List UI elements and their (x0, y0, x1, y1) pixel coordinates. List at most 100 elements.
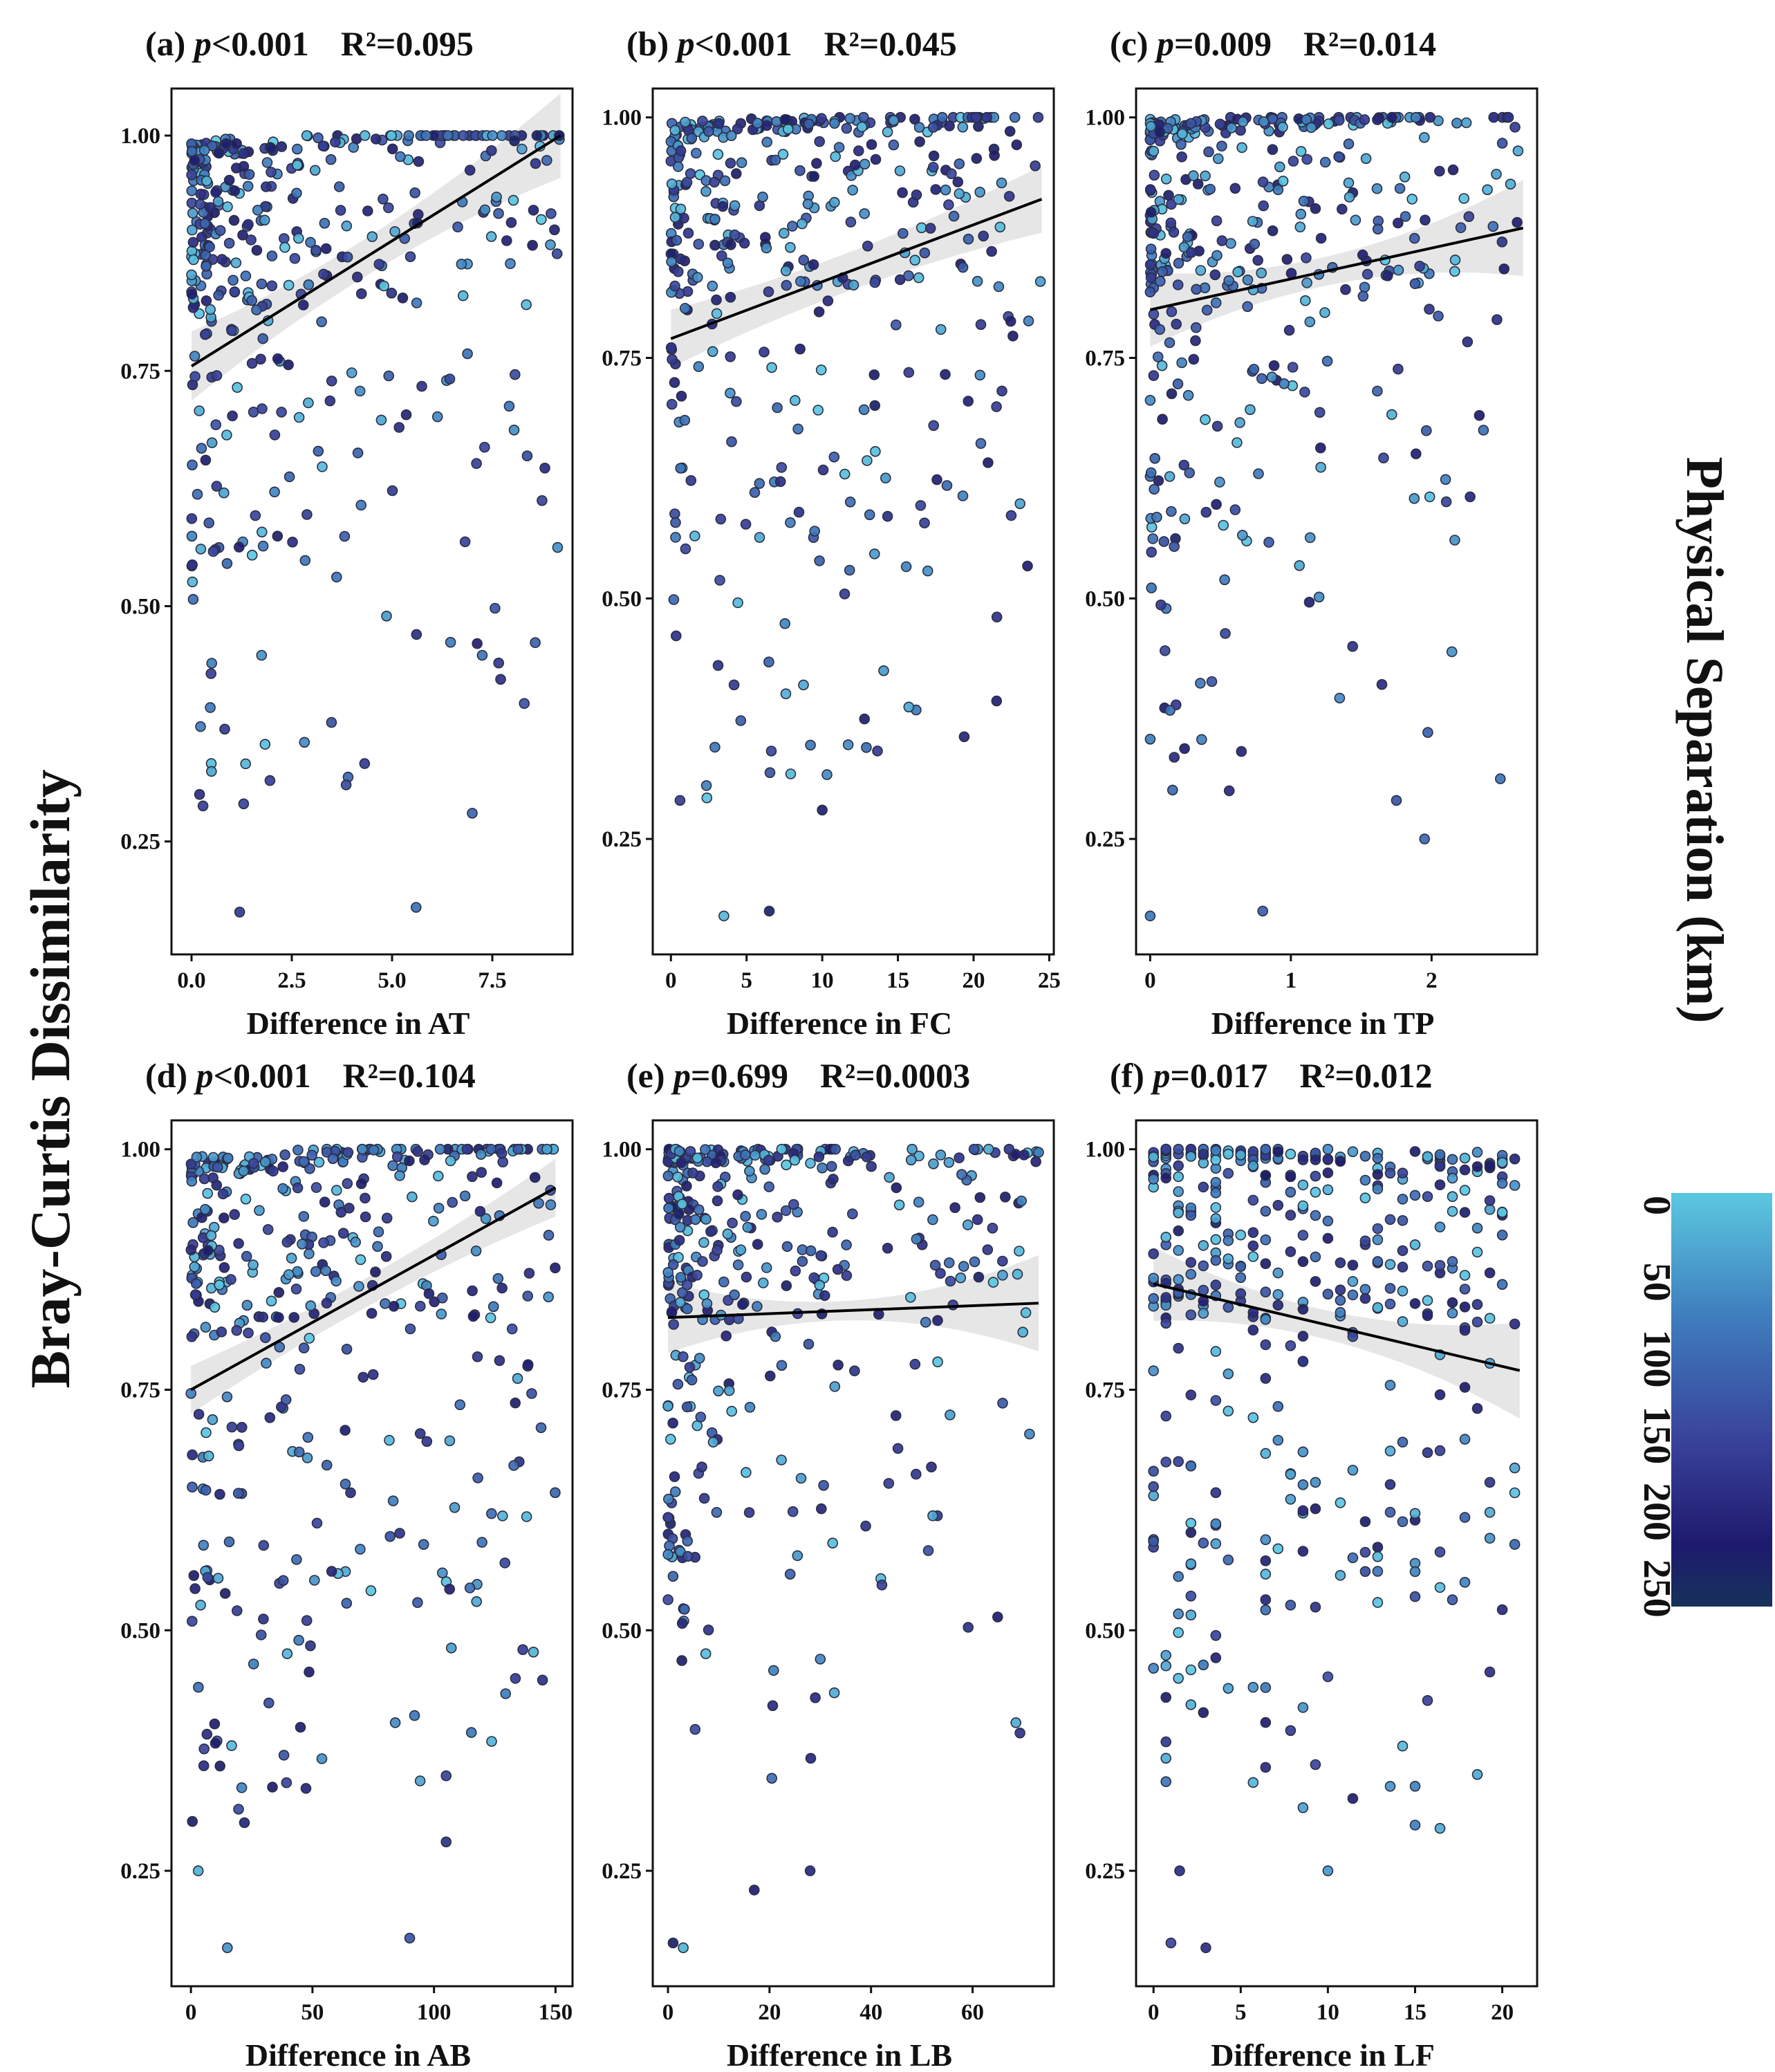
panel-c-point (1144, 184, 1156, 195)
panel-d-point (259, 1332, 271, 1343)
panel-d-point (301, 1615, 313, 1626)
panel-a-point (487, 130, 499, 141)
panel-c-point (1449, 266, 1460, 277)
panel-b-point (792, 423, 803, 435)
panel-e-point (729, 1289, 740, 1301)
panel-d-point (405, 1323, 416, 1335)
panel-a-point (189, 371, 201, 382)
panel-c-point (1178, 459, 1190, 471)
panel-c-point (1166, 306, 1178, 317)
panel-f-point (1310, 1170, 1321, 1182)
panel-a-point (195, 544, 207, 555)
panel-d-ytick-label: 0.25 (120, 1859, 160, 1884)
panel-f-point (1447, 1205, 1458, 1217)
panel-f-point (1335, 1257, 1346, 1268)
panel-c-point (1315, 442, 1326, 454)
panel-a-point (246, 358, 258, 369)
colorbar-tick-label: 50 (1635, 1263, 1678, 1302)
panel-a-point (493, 207, 504, 219)
panel-f-point (1198, 1659, 1209, 1671)
panel-b-point (868, 369, 880, 380)
panel-c-point (1171, 318, 1182, 330)
panel-e-point (776, 1143, 788, 1155)
panel-c-point (1440, 474, 1451, 485)
panel-b-point (785, 241, 796, 253)
panel-c-point (1146, 546, 1157, 558)
panel-e-p-value: =0.699 (691, 1056, 788, 1095)
panel-d-point (200, 1322, 212, 1333)
panel-c-point (1248, 364, 1260, 375)
panel-d-point (254, 1205, 265, 1217)
panel-e-point (681, 1279, 693, 1291)
panel-d-point (444, 1435, 456, 1447)
panel-b-point (954, 158, 965, 169)
panel-f-point (1384, 1479, 1396, 1490)
panel-e-point (673, 1252, 684, 1263)
panel-b-point (729, 200, 741, 212)
panel-d-point (500, 1688, 512, 1699)
panel-a-point (478, 441, 490, 453)
panel-d-point (467, 1285, 478, 1297)
panel-d-point (263, 1697, 275, 1709)
panel-c-point (1218, 519, 1229, 531)
panel-b-point (994, 221, 1006, 233)
panel-b-point (802, 198, 814, 210)
panel-e-point (954, 1152, 965, 1163)
panel-d-point (210, 1737, 221, 1749)
panel-f-point (1347, 1465, 1359, 1476)
panel-a-point (232, 382, 243, 394)
panel-b-point (679, 414, 691, 426)
panel-c-point (1333, 151, 1344, 163)
panel-b-point (839, 588, 851, 600)
panel-f-point (1359, 1235, 1371, 1247)
panel-c-point (1211, 499, 1222, 510)
panel-d-point (218, 1212, 230, 1223)
panel-a-point (201, 260, 212, 272)
panel-c-point (1166, 506, 1177, 517)
panel-f-point (1459, 1512, 1471, 1523)
panel-d-point (436, 1567, 448, 1579)
panel-f-point (1496, 1207, 1508, 1218)
panel-b-point (1032, 111, 1044, 123)
panel-a-point (405, 251, 416, 263)
panel-f-point (1272, 1299, 1284, 1311)
panel-f-point (1198, 1537, 1209, 1548)
panel-b-point (909, 113, 920, 125)
panel-d-point (523, 1268, 535, 1279)
panel-f-point (1372, 1302, 1384, 1313)
panel-a-point (381, 610, 392, 622)
panel-f-point (1260, 1234, 1272, 1246)
panel-c-point (1446, 646, 1458, 658)
panel-c-point (1474, 409, 1485, 421)
panel-d-point (226, 1740, 237, 1751)
panel-a-point (303, 279, 315, 290)
panel-d-point (440, 1770, 452, 1782)
panel-b-point (922, 565, 933, 577)
panel-d-point (217, 1188, 229, 1200)
panel-d-point (387, 1160, 398, 1172)
panel-b-point (679, 302, 691, 314)
panel-c-point (1164, 337, 1175, 349)
panel-e-point (698, 1492, 710, 1504)
panel-d-point (340, 1479, 351, 1490)
panel-f-point (1372, 1597, 1384, 1608)
panel-f-point (1185, 1527, 1197, 1538)
panel-e-point (710, 1157, 722, 1169)
panel-a-point (229, 185, 241, 196)
panel-d-point (414, 1428, 426, 1439)
panel-e-point (787, 1506, 799, 1517)
panel-f-point (1210, 1145, 1222, 1156)
panel-c-point (1191, 284, 1202, 295)
panel-d-point (316, 1753, 328, 1764)
panel-c-point (1334, 692, 1346, 704)
panel-d-point (300, 1783, 312, 1794)
panel-f-point (1310, 1276, 1321, 1287)
panel-a-point (194, 405, 205, 416)
panel-d-point (236, 1782, 248, 1793)
panel-d-point (248, 1658, 259, 1669)
panel-d-point (261, 1358, 272, 1369)
panel-b-point (958, 731, 970, 743)
panel-c-point (1300, 295, 1311, 306)
panel-d-x-axis-label: Difference in AB (245, 2037, 471, 2072)
panel-a-point (223, 237, 235, 249)
